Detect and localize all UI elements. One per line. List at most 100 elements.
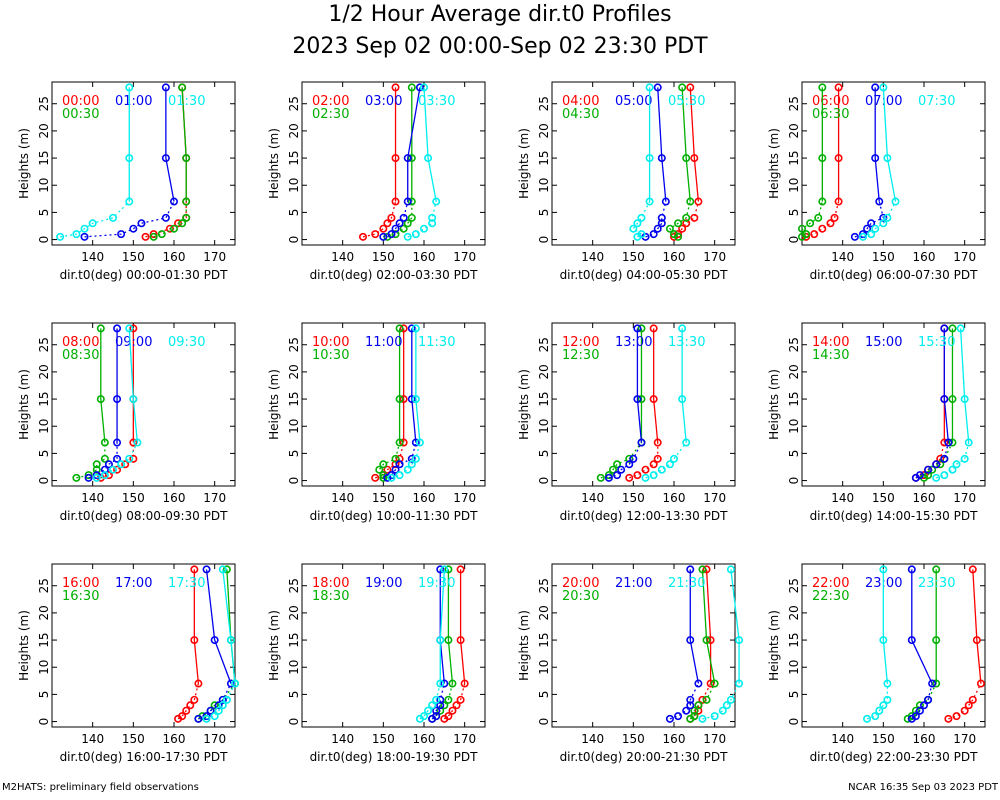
- data-point: [686, 565, 695, 574]
- series-line-11:00: [411, 328, 417, 443]
- x-tick-label: 160: [913, 732, 936, 746]
- data-point: [214, 701, 223, 710]
- data-point: [379, 460, 388, 469]
- data-point: [419, 83, 428, 92]
- data-point: [411, 438, 420, 447]
- data-point: [117, 230, 126, 239]
- y-tick-label: 0: [37, 236, 51, 244]
- data-point: [202, 565, 211, 574]
- data-point: [371, 473, 380, 482]
- x-axis-label: dir.t0(deg) 02:00-03:30 PDT: [310, 268, 479, 282]
- data-point: [92, 460, 101, 469]
- data-point: [395, 471, 404, 480]
- data-point: [694, 679, 703, 688]
- y-tick-label: 0: [37, 477, 51, 485]
- data-point: [161, 83, 170, 92]
- data-point: [125, 324, 134, 333]
- plot-frame: [551, 322, 736, 487]
- data-point: [407, 197, 416, 206]
- y-tick-label: 25: [787, 337, 801, 352]
- data-point: [395, 219, 404, 228]
- series-line-03:00: [407, 87, 421, 202]
- data-point: [645, 154, 654, 163]
- x-tick-label: 140: [831, 250, 854, 264]
- data-point: [96, 395, 105, 404]
- data-point: [710, 679, 719, 688]
- legend-label: 03:00: [365, 94, 402, 109]
- legend-label: 09:30: [168, 335, 205, 350]
- data-point: [726, 695, 735, 704]
- y-tick-label: 5: [287, 691, 301, 699]
- y-tick-label: 20: [537, 364, 551, 379]
- data-point: [170, 197, 179, 206]
- x-tick-label: 140: [331, 250, 354, 264]
- y-axis-label: Heights (m): [267, 128, 281, 199]
- legend-label: 04:30: [562, 107, 599, 122]
- data-point: [117, 460, 126, 469]
- data-point: [657, 213, 666, 222]
- data-point: [395, 324, 404, 333]
- x-tick-label: 150: [372, 491, 395, 505]
- x-axis-label: dir.t0(deg) 06:00-07:30 PDT: [810, 268, 979, 282]
- y-tick-label: 15: [37, 632, 51, 647]
- legend-label: 22:30: [812, 589, 849, 604]
- data-point: [928, 679, 937, 688]
- series-line-20:30: [701, 569, 716, 684]
- x-axis-label: dir.t0(deg) 18:00-19:30 PDT: [310, 750, 479, 764]
- x-tick-label: 150: [622, 491, 645, 505]
- data-point: [371, 230, 380, 239]
- data-point: [104, 471, 113, 480]
- data-point: [810, 230, 819, 239]
- series-line-13:00: [636, 328, 643, 443]
- data-point: [109, 213, 118, 222]
- data-point: [92, 473, 101, 482]
- data-point: [432, 197, 441, 206]
- data-point: [645, 83, 654, 92]
- data-point: [84, 471, 93, 480]
- data-point: [625, 454, 634, 463]
- y-axis-label: Heights (m): [767, 369, 781, 440]
- data-point: [665, 460, 674, 469]
- data-point: [625, 473, 634, 482]
- data-point: [907, 712, 916, 721]
- data-point: [915, 471, 924, 480]
- data-point: [202, 712, 211, 721]
- data-point: [690, 706, 699, 715]
- data-point: [379, 224, 388, 233]
- data-point: [407, 460, 416, 469]
- data-point: [387, 473, 396, 482]
- data-point: [407, 324, 416, 333]
- data-point: [391, 224, 400, 233]
- series-line-15:00: [943, 328, 950, 443]
- data-point: [222, 695, 231, 704]
- y-tick-label: 0: [787, 477, 801, 485]
- data-point: [706, 636, 715, 645]
- data-point: [964, 701, 973, 710]
- legend-label: 18:30: [312, 589, 349, 604]
- data-point: [72, 473, 81, 482]
- data-point: [682, 154, 691, 163]
- x-axis-label: dir.t0(deg) 14:00-15:30 PDT: [810, 509, 979, 523]
- data-point: [186, 701, 195, 710]
- data-point: [694, 706, 703, 715]
- data-point: [387, 471, 396, 480]
- data-point: [113, 454, 122, 463]
- y-tick-label: 5: [787, 450, 801, 458]
- data-point: [436, 636, 445, 645]
- legend-label: 20:00: [562, 576, 599, 591]
- data-point: [444, 712, 453, 721]
- plot-frame: [301, 81, 486, 246]
- data-point: [379, 473, 388, 482]
- series-line-07:30: [882, 87, 897, 202]
- x-tick-label: 160: [413, 732, 436, 746]
- legend-label: 18:00: [312, 576, 349, 591]
- footer-right: NCAR 16:35 Sep 03 2023 PDT: [848, 782, 998, 793]
- data-point: [686, 197, 695, 206]
- x-axis-label: dir.t0(deg) 12:00-13:30 PDT: [560, 509, 729, 523]
- y-tick-label: 10: [537, 419, 551, 434]
- x-tick-label: 140: [581, 491, 604, 505]
- data-point: [432, 695, 441, 704]
- x-axis-label: dir.t0(deg) 00:00-01:30 PDT: [60, 268, 229, 282]
- data-point: [726, 565, 735, 574]
- data-point: [411, 395, 420, 404]
